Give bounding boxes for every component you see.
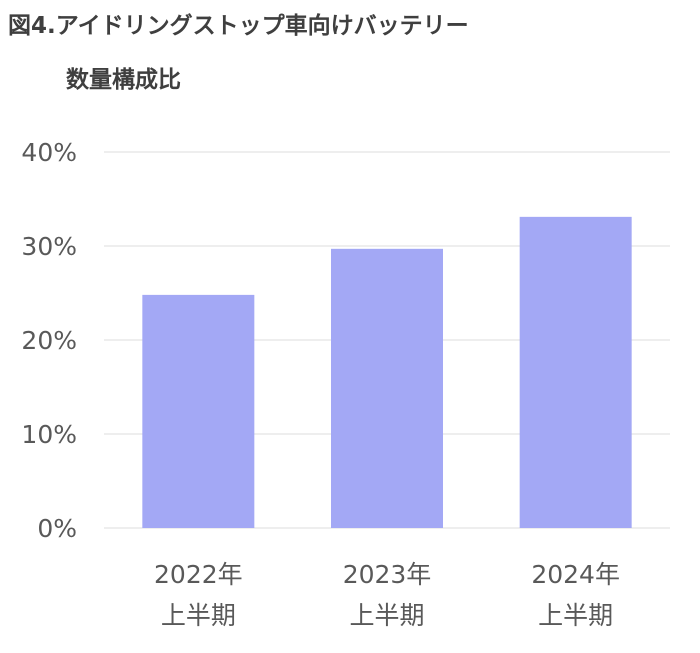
x-category-year-label: 2022年 [154, 560, 243, 589]
y-axis-tick-labels: 0% 10% 20% 30% 40% [21, 138, 77, 543]
y-tick-label: 30% [21, 232, 77, 261]
chart-title-line1: 図4.アイドリングストップ車向けバッテリー [8, 13, 469, 39]
y-tick-label: 20% [21, 326, 77, 355]
y-tick-label: 40% [21, 138, 77, 167]
bar [142, 294, 255, 528]
x-category-year-label: 2024年 [531, 560, 620, 589]
x-category-period-label: 上半期 [161, 601, 236, 630]
y-tick-label: 0% [37, 514, 77, 543]
x-category-year-label: 2023年 [343, 560, 432, 589]
chart-title-line2: 数量構成比 [66, 67, 181, 93]
x-category-period-label: 上半期 [349, 601, 424, 630]
y-tick-label: 10% [21, 420, 77, 449]
bar [331, 248, 443, 528]
bar [519, 216, 632, 529]
x-category-period-label: 上半期 [538, 601, 613, 630]
bars [142, 216, 632, 529]
